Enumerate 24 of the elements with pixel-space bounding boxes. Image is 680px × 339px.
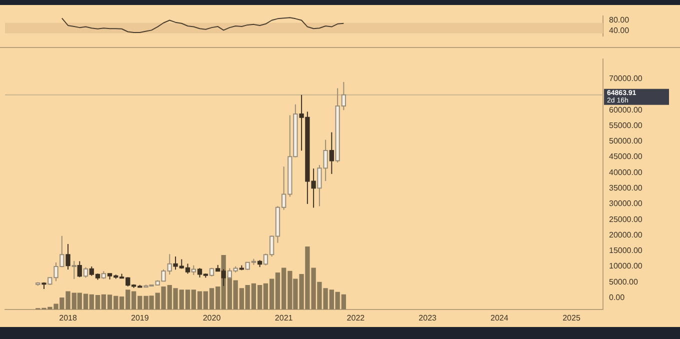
x-tick-label: 2018 <box>59 313 78 322</box>
y-tick-label: 45000.00 <box>609 152 643 162</box>
y-tick-label: 70000.00 <box>609 74 643 84</box>
y-tick-label: 50000.00 <box>609 136 643 146</box>
x-tick-label: 2020 <box>202 313 222 322</box>
y-tick-label: 10000.00 <box>609 262 643 271</box>
x-tick-label: 2021 <box>274 313 294 322</box>
x-tick-label: 2022 <box>346 313 366 322</box>
y-tick-label: 40.00 <box>609 26 630 35</box>
y-tick-label: 60000.00 <box>609 105 643 114</box>
x-tick-label: 2019 <box>130 313 150 322</box>
y-tick-label: 5000.00 <box>609 277 638 286</box>
y-tick-label: 35000.00 <box>609 184 643 193</box>
x-tick-label: 2025 <box>562 313 581 322</box>
x-tick-label: 2023 <box>418 313 438 322</box>
x-tick-label: 2024 <box>490 313 509 322</box>
y-tick-label: 40000.00 <box>609 168 643 177</box>
y-tick-label: 25000.00 <box>609 214 643 224</box>
y-tick-label: 0.00 <box>609 293 626 302</box>
y-tick-label: 30000.00 <box>609 199 643 208</box>
y-tick-label: 15000.00 <box>609 246 643 256</box>
y-tick-label: 55000.00 <box>609 120 643 130</box>
y-tick-label: 80.00 <box>609 15 630 24</box>
y-tick-label: 20000.00 <box>609 230 643 240</box>
